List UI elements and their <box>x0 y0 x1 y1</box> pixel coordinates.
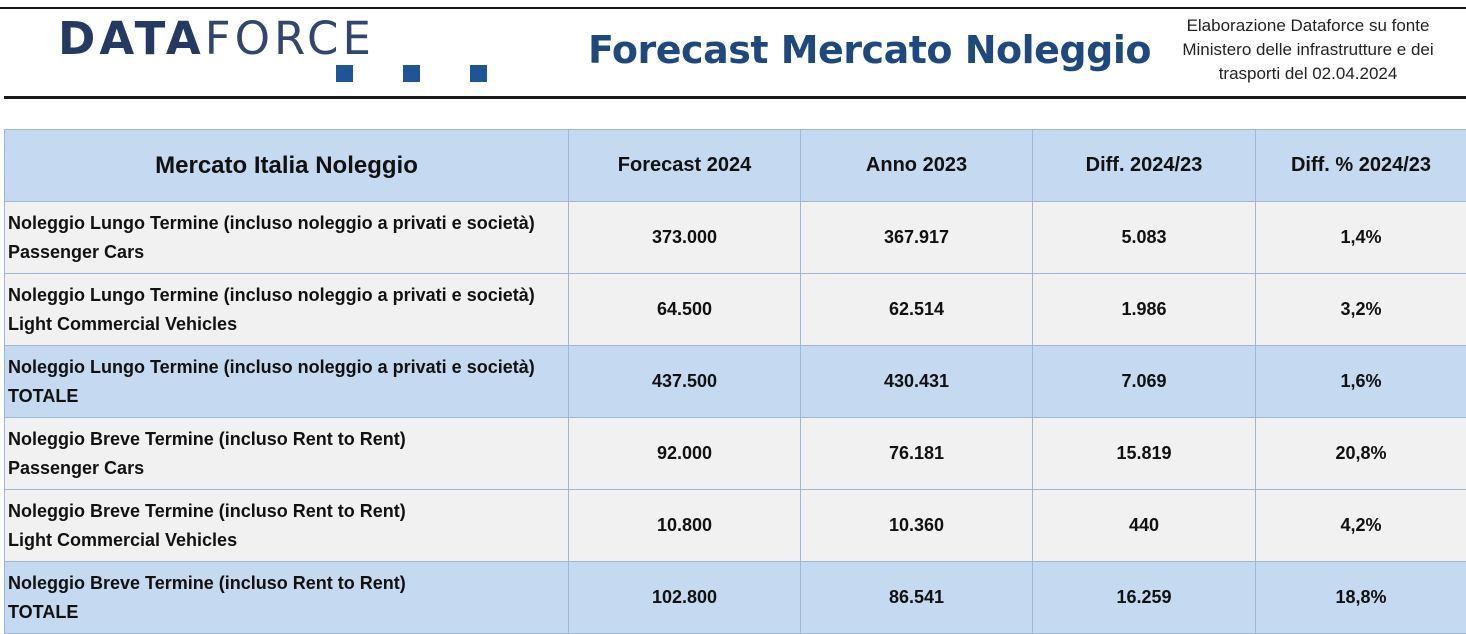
cell-anno: 62.514 <box>801 274 1033 346</box>
logo-force-text: FORCE <box>205 12 375 65</box>
rental-market-table: Mercato Italia Noleggio Forecast 2024 An… <box>4 129 1466 634</box>
table-row: Noleggio Lungo Termine (incluso noleggio… <box>5 274 1466 346</box>
row-label-line2: TOTALE <box>8 382 568 411</box>
cell-diff-pct: 18,8% <box>1256 562 1466 634</box>
logo-square-2 <box>403 65 420 82</box>
cell-diff-pct: 1,6% <box>1256 346 1466 418</box>
row-label-line2: Passenger Cars <box>8 454 568 483</box>
row-label-line2: Passenger Cars <box>8 238 568 267</box>
source-note: Elaborazione Dataforce su fonte Minister… <box>1150 14 1466 86</box>
dataforce-logo: DATAFORCE <box>58 16 375 61</box>
cell-diff-pct: 20,8% <box>1256 418 1466 490</box>
table-row: Noleggio Breve Termine (incluso Rent to … <box>5 490 1466 562</box>
report-header: DATAFORCE Forecast Mercato Noleggio Elab… <box>0 0 1466 104</box>
cell-diff: 15.819 <box>1033 418 1256 490</box>
row-label: Noleggio Lungo Termine (incluso noleggio… <box>5 346 569 418</box>
column-header-anno-2023: Anno 2023 <box>801 130 1033 202</box>
cell-diff: 7.069 <box>1033 346 1256 418</box>
row-label-line1: Noleggio Breve Termine (incluso Rent to … <box>8 425 568 454</box>
row-label: Noleggio Breve Termine (incluso Rent to … <box>5 490 569 562</box>
header-bottom-rule <box>4 96 1466 99</box>
cell-diff: 16.259 <box>1033 562 1256 634</box>
table-row-total: Noleggio Lungo Termine (incluso noleggio… <box>5 346 1466 418</box>
row-label-line1: Noleggio Lungo Termine (incluso noleggio… <box>8 209 568 238</box>
cell-anno: 86.541 <box>801 562 1033 634</box>
cell-diff-pct: 1,4% <box>1256 202 1466 274</box>
logo-square-3 <box>470 65 487 82</box>
table-row: Noleggio Breve Termine (incluso Rent to … <box>5 418 1466 490</box>
column-header-diff-pct: Diff. % 2024/23 <box>1256 130 1466 202</box>
header-top-rule <box>0 7 1466 9</box>
source-line: Elaborazione Dataforce su fonte <box>1150 14 1466 38</box>
column-header-forecast-2024: Forecast 2024 <box>569 130 801 202</box>
source-line: Ministero delle infrastrutture e dei <box>1150 38 1466 62</box>
page-title: Forecast Mercato Noleggio <box>588 28 1151 72</box>
cell-forecast: 92.000 <box>569 418 801 490</box>
cell-anno: 367.917 <box>801 202 1033 274</box>
row-label: Noleggio Lungo Termine (incluso noleggio… <box>5 202 569 274</box>
row-label-line1: Noleggio Lungo Termine (incluso noleggio… <box>8 281 568 310</box>
row-label-line1: Noleggio Breve Termine (incluso Rent to … <box>8 569 568 598</box>
cell-diff: 5.083 <box>1033 202 1256 274</box>
row-label-line2: Light Commercial Vehicles <box>8 526 568 555</box>
source-line: trasporti del 02.04.2024 <box>1150 62 1466 86</box>
column-header-diff: Diff. 2024/23 <box>1033 130 1256 202</box>
cell-forecast: 373.000 <box>569 202 801 274</box>
table-row: Noleggio Lungo Termine (incluso noleggio… <box>5 202 1466 274</box>
row-label-line1: Noleggio Lungo Termine (incluso noleggio… <box>8 353 568 382</box>
row-label-line2: Light Commercial Vehicles <box>8 310 568 339</box>
row-label-line1: Noleggio Breve Termine (incluso Rent to … <box>8 497 568 526</box>
cell-anno: 76.181 <box>801 418 1033 490</box>
cell-diff-pct: 3,2% <box>1256 274 1466 346</box>
row-label: Noleggio Breve Termine (incluso Rent to … <box>5 418 569 490</box>
column-header-market: Mercato Italia Noleggio <box>5 130 569 202</box>
cell-anno: 10.360 <box>801 490 1033 562</box>
logo-data-text: DATA <box>58 12 205 65</box>
cell-forecast: 102.800 <box>569 562 801 634</box>
row-label: Noleggio Breve Termine (incluso Rent to … <box>5 562 569 634</box>
cell-anno: 430.431 <box>801 346 1033 418</box>
cell-forecast: 64.500 <box>569 274 801 346</box>
row-label-line2: TOTALE <box>8 598 568 627</box>
table-row-total: Noleggio Breve Termine (incluso Rent to … <box>5 562 1466 634</box>
table-header-row: Mercato Italia Noleggio Forecast 2024 An… <box>5 130 1466 202</box>
cell-forecast: 437.500 <box>569 346 801 418</box>
cell-diff: 1.986 <box>1033 274 1256 346</box>
cell-diff-pct: 4,2% <box>1256 490 1466 562</box>
logo-square-1 <box>336 65 353 82</box>
cell-forecast: 10.800 <box>569 490 801 562</box>
row-label: Noleggio Lungo Termine (incluso noleggio… <box>5 274 569 346</box>
cell-diff: 440 <box>1033 490 1256 562</box>
